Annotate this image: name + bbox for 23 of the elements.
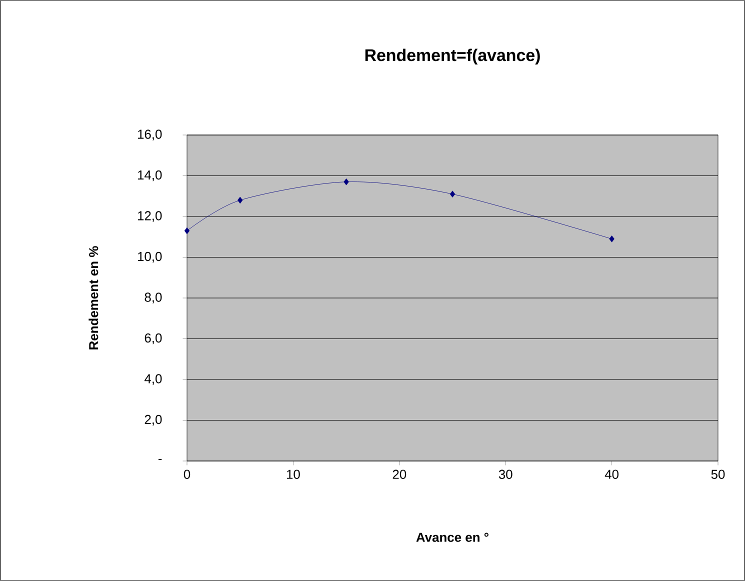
x-axis-title: Avance en ° (416, 532, 488, 542)
y-tick-label: 4,0 (144, 374, 162, 385)
y-tick-label: 6,0 (144, 333, 162, 344)
y-tick-label: 2,0 (144, 414, 162, 426)
y-tick-label: 14,0 (138, 170, 162, 182)
y-tick-label: 12,0 (138, 211, 162, 222)
point (184, 227, 190, 234)
point (238, 196, 243, 204)
x-tick-label: 50 (711, 470, 725, 479)
y-tick-label: 8,0 (144, 292, 162, 304)
point (450, 190, 456, 198)
y-tick-label: - (158, 459, 162, 460)
x-tick-label: 30 (498, 470, 512, 479)
point (609, 236, 614, 242)
chart-title: Rendement=f(avance) (365, 48, 540, 65)
x-tick-label: 20 (392, 470, 406, 479)
x-tick-label: 10 (286, 470, 300, 479)
point (344, 178, 349, 186)
y-axis-title: Rendement en % (88, 246, 98, 350)
x-tick-label: 40 (604, 470, 619, 479)
y-tick-label: 10,0 (138, 252, 162, 263)
y-tick-label: 16,0 (138, 130, 162, 140)
x-tick-label: 0 (184, 470, 190, 479)
